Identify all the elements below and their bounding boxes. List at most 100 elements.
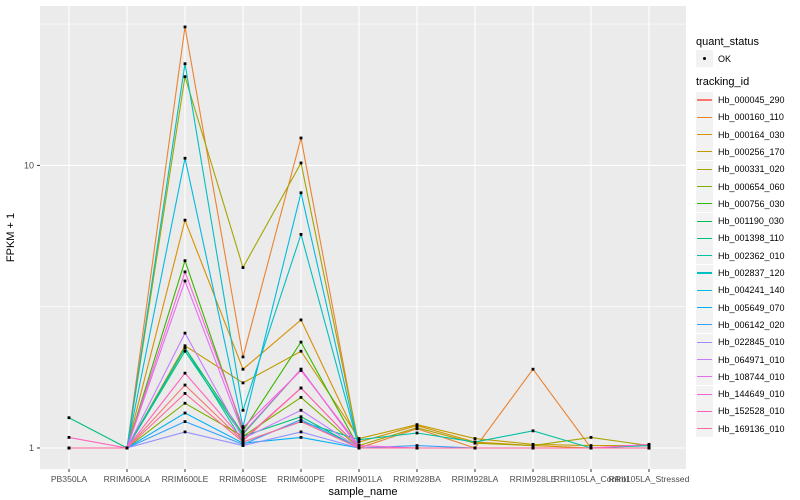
data-point	[241, 426, 245, 430]
legend-item-Hb_006142_020: Hb_006142_020	[696, 316, 785, 334]
data-point	[299, 232, 303, 236]
legend-item-label: Hb_002362_010	[718, 250, 785, 261]
data-point	[299, 418, 303, 422]
legend-item-Hb_000331_020: Hb_000331_020	[696, 160, 785, 178]
legend-key-box	[696, 50, 713, 67]
data-point	[415, 423, 419, 427]
panel-background	[40, 6, 686, 469]
data-point	[357, 440, 361, 444]
data-point	[473, 440, 477, 444]
legend-line-swatch-icon	[697, 220, 712, 222]
data-point	[357, 444, 361, 447]
data-point	[531, 367, 535, 371]
data-point	[473, 446, 477, 450]
legend-line-swatch-icon	[697, 307, 712, 309]
data-point	[589, 436, 593, 439]
legend-item-label: Hb_169136_010	[718, 423, 785, 434]
data-point	[299, 420, 303, 423]
data-point	[415, 444, 419, 447]
legend-item-Hb_108744_010: Hb_108744_010	[696, 368, 785, 386]
data-point	[589, 444, 593, 447]
legend-item-label: Hb_006142_020	[718, 319, 785, 330]
legend-item-label: Hb_001190_030	[718, 216, 784, 227]
data-point	[299, 349, 303, 353]
legend-key-box	[696, 385, 713, 403]
legend-key-box	[696, 126, 713, 144]
data-point	[299, 408, 303, 412]
legend-key-box	[696, 299, 713, 317]
legend-item-Hb_001398_110: Hb_001398_110	[696, 229, 784, 247]
data-point	[183, 430, 187, 434]
data-point	[183, 344, 187, 348]
legend-key-box	[696, 143, 713, 161]
legend-item-label: Hb_000256_170	[718, 146, 785, 157]
data-point	[183, 331, 187, 335]
data-point	[299, 369, 303, 372]
data-point	[531, 429, 535, 433]
data-point	[647, 442, 651, 446]
legend-line-swatch-icon	[697, 341, 712, 343]
legend-line-swatch-icon	[697, 428, 712, 430]
legend-key-box	[696, 333, 713, 351]
data-point	[67, 436, 71, 439]
legend-key-box	[696, 91, 713, 109]
data-point	[67, 416, 71, 420]
legend-line-swatch-icon	[697, 99, 712, 101]
data-point	[183, 346, 187, 350]
data-point	[183, 401, 187, 405]
data-point	[241, 381, 245, 385]
legend-item-label: Hb_022845_010	[718, 337, 785, 348]
legend-item-Hb_064971_010: Hb_064971_010	[696, 351, 785, 368]
data-point	[183, 371, 187, 375]
data-point	[357, 446, 361, 450]
data-point	[241, 266, 245, 269]
x-tick-label: RRIM928LE	[510, 474, 557, 484]
data-point	[183, 62, 187, 66]
data-point	[183, 383, 187, 387]
legend-line-swatch-icon	[697, 393, 712, 395]
legend-item-label: Hb_000756_030	[718, 198, 785, 209]
legend-key-box	[696, 108, 713, 126]
data-point	[299, 136, 303, 140]
legend-item-label: Hb_000160_110	[718, 112, 784, 123]
data-point	[531, 444, 535, 447]
legend-item-label: Hb_001398_110	[718, 233, 784, 244]
legend-item-Hb_022845_010: Hb_022845_010	[696, 333, 785, 351]
legend-line-swatch-icon	[697, 255, 712, 257]
legend-item-label: Hb_152528_010	[718, 406, 785, 417]
legend-key-box	[696, 368, 713, 386]
legend-item-label: Hb_108744_010	[718, 371, 785, 382]
legend-key-box	[696, 178, 713, 195]
legend-key-box	[696, 195, 713, 213]
data-point	[241, 440, 245, 444]
data-point	[241, 429, 245, 433]
legend-line-swatch-icon	[697, 272, 712, 274]
legend-item-Hb_000045_290: Hb_000045_290	[696, 91, 785, 109]
legend-item-label: Hb_004241_140	[718, 285, 785, 296]
data-point	[299, 318, 303, 322]
data-point	[531, 446, 535, 450]
legend-line-swatch-icon	[697, 151, 712, 153]
data-point	[299, 415, 303, 419]
legend-line-swatch-icon	[697, 289, 712, 291]
legend-item-label: Hb_000164_030	[718, 129, 785, 140]
legend-item-label: Hb_000331_020	[718, 164, 785, 175]
legend-key-box	[696, 402, 713, 420]
legend: quant_status OK tracking_id Hb_000045_29…	[690, 0, 800, 500]
data-point	[183, 411, 187, 415]
legend-item-label: Hb_000654_060	[718, 181, 785, 192]
data-point	[589, 446, 593, 450]
legend-key-box	[696, 247, 713, 265]
legend-line-swatch-icon	[697, 358, 712, 361]
x-tick-label: RRIM600PE	[277, 474, 325, 484]
data-point	[183, 420, 187, 423]
legend-key-box	[696, 229, 713, 247]
data-point	[241, 431, 245, 435]
data-point	[241, 408, 245, 412]
y-tick-label: 10	[24, 160, 34, 170]
legend-item-Hb_169136_010: Hb_169136_010	[696, 420, 785, 438]
legend-line-swatch-icon	[697, 410, 712, 412]
x-tick-label: PB350LA	[51, 474, 88, 484]
data-point	[183, 349, 187, 353]
